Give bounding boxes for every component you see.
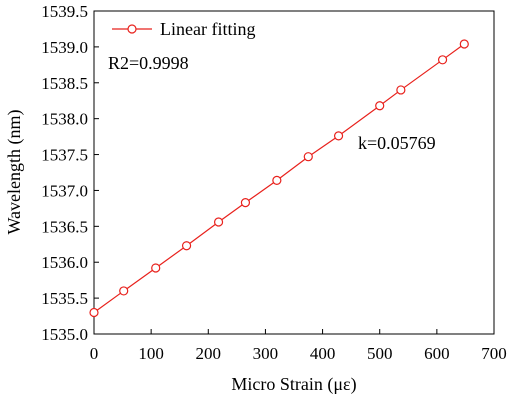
data-point [213, 217, 224, 227]
x-tick-label: 400 [310, 344, 336, 363]
data-point [119, 286, 129, 296]
y-tick-label: 1539.5 [41, 2, 88, 21]
data-point [303, 152, 313, 162]
y-tick-label: 1535.0 [41, 325, 88, 344]
r2-annotation: R2=0.9998 [108, 53, 189, 73]
x-tick-label: 200 [196, 344, 222, 363]
y-axis-ticks: 1535.0 1535.5 1536.0 1536.5 1537.0 1537.5 1538… [41, 2, 99, 344]
data-point [89, 307, 99, 318]
x-tick-label: 0 [90, 344, 99, 363]
legend: Linear fitting [112, 19, 255, 39]
plot-frame [93, 10, 495, 335]
legend-label: Linear fitting [160, 19, 255, 39]
y-tick-label: 1536.0 [41, 253, 88, 272]
data-point [396, 85, 406, 95]
data-point [151, 263, 161, 273]
y-tick-label: 1535.5 [41, 289, 88, 308]
x-axis-title: Micro Strain (με) [231, 374, 356, 395]
series-layer [89, 39, 469, 318]
x-tick-label: 100 [138, 344, 164, 363]
x-tick-label: 600 [424, 344, 450, 363]
y-tick-label: 1536.5 [41, 217, 88, 236]
data-point [240, 198, 251, 208]
data-point [333, 131, 344, 141]
y-axis-title: Wavelength (nm) [4, 109, 25, 234]
y-tick-label: 1538.5 [41, 74, 88, 93]
x-axis-ticks: 0 100 200 300 400 500 600 700 [90, 329, 507, 363]
data-point [272, 175, 282, 185]
data-point [459, 39, 469, 49]
slope-annotation: k=0.05769 [358, 133, 436, 153]
data-point [181, 241, 192, 251]
y-tick-label: 1537.0 [41, 181, 88, 200]
x-tick-label: 700 [481, 344, 507, 363]
y-tick-label: 1538.0 [41, 110, 88, 129]
x-tick-label: 500 [367, 344, 393, 363]
y-tick-label: 1537.5 [41, 146, 88, 165]
legend-marker [127, 24, 137, 34]
data-point [437, 55, 448, 65]
y-tick-label: 1539.0 [41, 38, 88, 57]
x-tick-label: 300 [253, 344, 279, 363]
data-point [375, 101, 385, 111]
